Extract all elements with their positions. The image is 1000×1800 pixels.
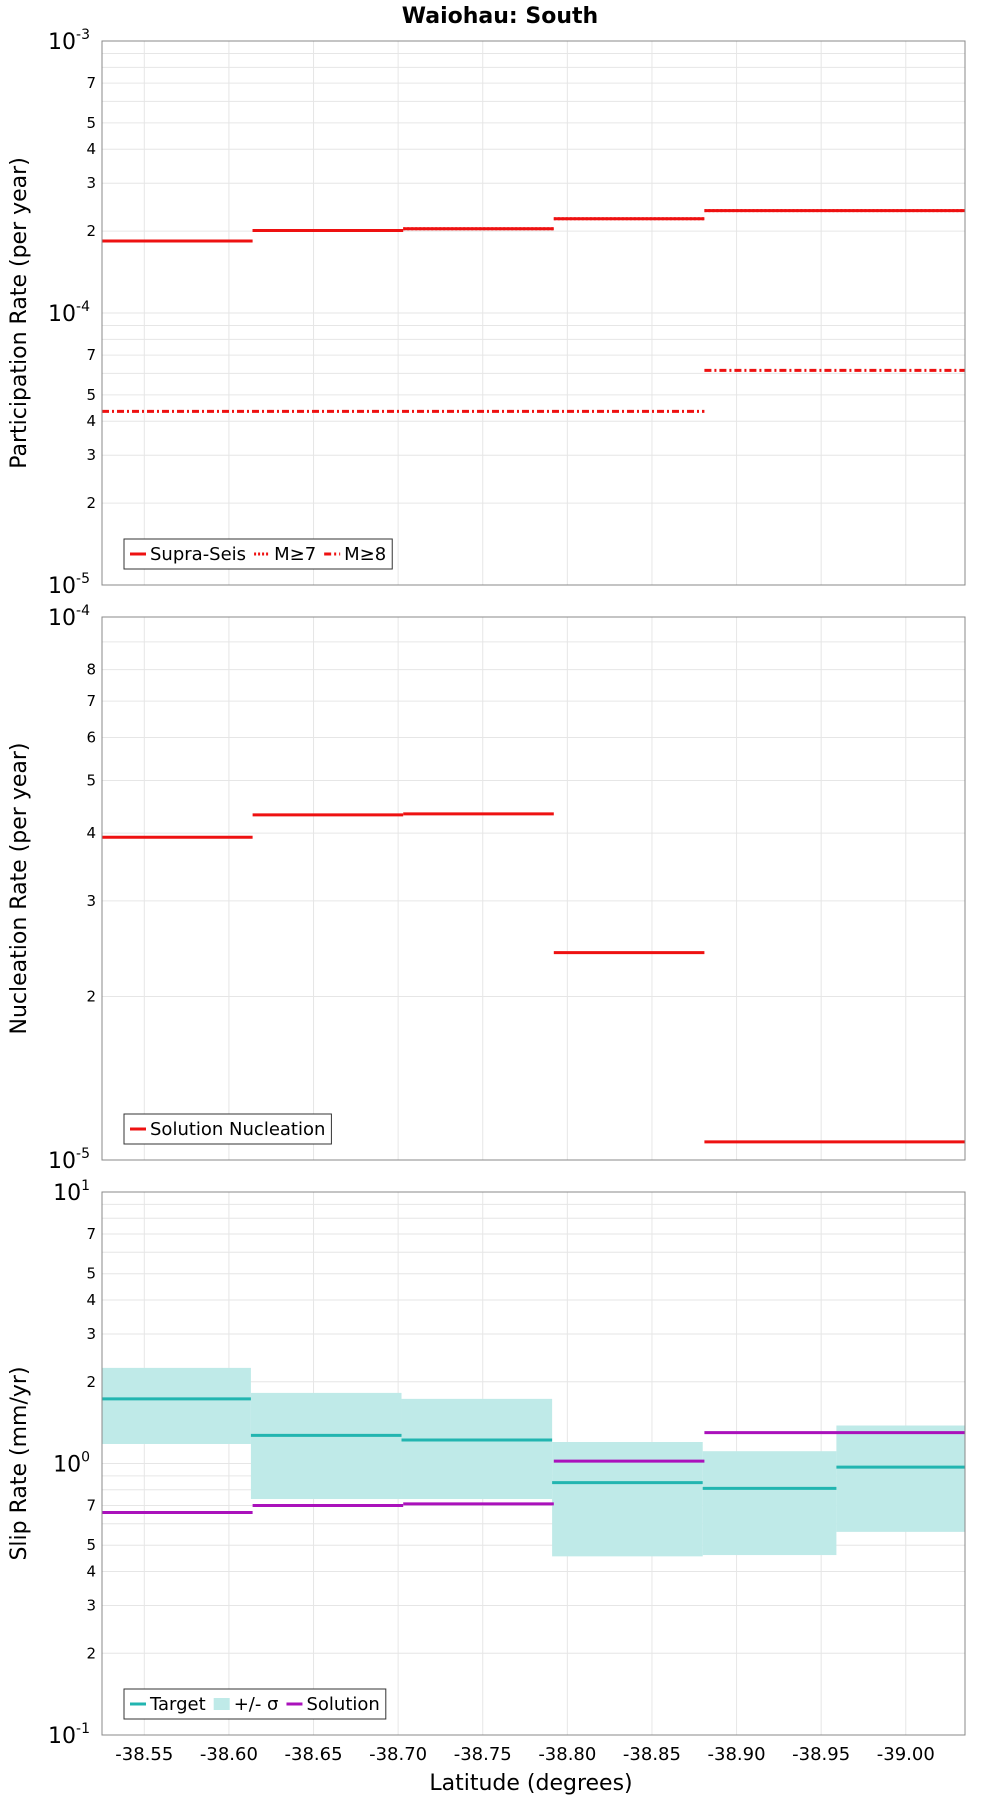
legend-item: Solution xyxy=(286,1694,380,1715)
y-tick-label: 5 xyxy=(86,1536,96,1554)
legend-item: M≥7 xyxy=(254,544,316,565)
sigma-band xyxy=(401,1398,553,1500)
sigma-band xyxy=(102,1367,251,1444)
y-tick-label: 4 xyxy=(86,1563,96,1581)
y-major-tick-label: 10-5 xyxy=(48,571,90,599)
panel-nucleation: 8 7 6 5 4 3 2 10-4 10-5 Nucleation Rate (per year… xyxy=(7,603,966,1174)
y-tick-label: 4 xyxy=(86,140,96,158)
legend-item: Target xyxy=(130,1694,206,1715)
y-tick-label: 7 xyxy=(86,346,96,364)
y-tick-label: 4 xyxy=(86,824,96,842)
y-major-tick-label: 10-4 xyxy=(48,603,90,631)
y-tick-label: 7 xyxy=(86,1497,96,1515)
sigma-band xyxy=(250,1392,402,1500)
y-tick-label: 2 xyxy=(86,1373,96,1391)
y-tick-label: 2 xyxy=(86,1644,96,1662)
legend-box xyxy=(123,1113,332,1145)
y-axis-title: Slip Rate (mm/yr) xyxy=(7,1366,32,1560)
legend-item: +/- σ xyxy=(213,1694,279,1715)
x-tick-label: -38.60 xyxy=(200,1744,258,1765)
y-tick-label: 3 xyxy=(86,1325,96,1343)
x-tick-label: -38.70 xyxy=(369,1744,427,1765)
y-tick-label: 7 xyxy=(86,1225,96,1243)
series-solution-nucleation xyxy=(102,812,965,1144)
sigma-band xyxy=(552,1442,703,1557)
legend-label: +/- σ xyxy=(234,1694,279,1715)
y-tick-label: 2 xyxy=(86,988,96,1006)
series-target xyxy=(102,1397,965,1490)
y-tick-label: 5 xyxy=(86,771,96,789)
legend-label: Solution Nucleation xyxy=(150,1119,325,1140)
y-tick-label: 3 xyxy=(86,892,96,910)
y-major-tick-label: 101 xyxy=(53,1178,90,1206)
legend: Target +/- σ Solution xyxy=(123,1688,387,1720)
panel-participation: 7 5 4 3 2 7 5 4 3 2 10-3 10-4 10-5 Participation Rate… xyxy=(7,27,966,599)
series-m-8 xyxy=(102,368,965,413)
y-tick-label: 8 xyxy=(86,661,96,679)
x-axis: -38.55 -38.60 -38.65 -38.70 -38.75 -38.80 -38.… xyxy=(115,1744,935,1765)
y-axis-title: Nucleation Rate (per year) xyxy=(7,743,32,1035)
x-tick-label: -38.55 xyxy=(115,1744,173,1765)
x-tick-label: -38.90 xyxy=(708,1744,766,1765)
y-major-tick-label: 10-3 xyxy=(48,27,90,55)
x-tick-label: -39.00 xyxy=(877,1744,935,1765)
plot-frame xyxy=(101,1191,966,1736)
y-tick-label: 6 xyxy=(86,728,96,746)
legend-swatch xyxy=(213,1698,230,1710)
y-major-tick-label: 100 xyxy=(53,1450,90,1478)
y-tick-label: 7 xyxy=(86,692,96,710)
legend: Supra-Seis M≥7 M≥8 xyxy=(123,538,393,570)
x-tick-label: -38.85 xyxy=(623,1744,681,1765)
sigma-band xyxy=(836,1425,965,1532)
x-tick-label: -38.65 xyxy=(285,1744,343,1765)
panels: 7 5 4 3 2 7 5 4 3 2 10-3 10-4 10-5 Participation Rate… xyxy=(7,27,966,1765)
y-tick-label: 5 xyxy=(86,1265,96,1283)
y-tick-label: 2 xyxy=(86,222,96,240)
legend-item: Supra-Seis xyxy=(130,544,246,565)
y-tick-label: 3 xyxy=(86,446,96,464)
chart-title: Waiohau: South xyxy=(402,4,598,29)
panel-slip: 7 5 4 3 2 7 5 4 3 2 101 100 10-1 Slip Rate (mm/yr) Tar… xyxy=(7,1178,966,1749)
y-axis-title: Participation Rate (per year) xyxy=(7,157,32,469)
x-axis-title: Latitude (degrees) xyxy=(429,1771,632,1796)
legend-label: Solution xyxy=(306,1694,379,1715)
sigma-band xyxy=(702,1451,837,1556)
legend: Solution Nucleation xyxy=(123,1113,332,1145)
x-tick-label: -38.80 xyxy=(538,1744,596,1765)
y-tick-label: 3 xyxy=(86,174,96,192)
plot-frame xyxy=(101,616,966,1161)
legend-label: Target xyxy=(149,1694,206,1715)
y-tick-label: 5 xyxy=(86,114,96,132)
x-tick-label: -38.75 xyxy=(454,1744,512,1765)
y-tick-label: 7 xyxy=(86,74,96,92)
x-tick-label: -38.95 xyxy=(792,1744,850,1765)
plot-frame xyxy=(101,40,966,586)
y-tick-label: 5 xyxy=(86,386,96,404)
series-m-7 xyxy=(102,209,965,243)
series-solution xyxy=(102,1431,965,1514)
y-major-tick-label: 10-1 xyxy=(48,1721,90,1749)
plot-area xyxy=(102,617,965,1160)
y-tick-label: 2 xyxy=(86,494,96,512)
y-tick-label: 4 xyxy=(86,1291,96,1309)
legend-box xyxy=(123,1688,387,1720)
y-major-tick-label: 10-5 xyxy=(48,1146,90,1174)
legend-item: Solution Nucleation xyxy=(130,1119,325,1140)
legend-label: Supra-Seis xyxy=(150,544,246,565)
legend-item: M≥8 xyxy=(324,544,386,565)
y-tick-label: 3 xyxy=(86,1596,96,1614)
y-major-tick-label: 10-4 xyxy=(48,299,90,327)
legend-label: M≥8 xyxy=(344,544,386,565)
legend-label: M≥7 xyxy=(274,544,316,565)
y-tick-label: 4 xyxy=(86,412,96,430)
